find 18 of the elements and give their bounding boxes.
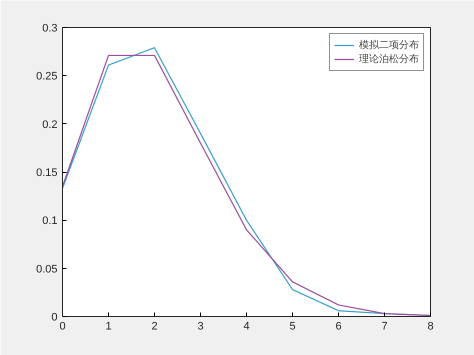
x-tick-label: 6 <box>335 320 342 332</box>
x-tick-label: 4 <box>243 320 250 332</box>
x-tick-label: 0 <box>59 320 66 332</box>
x-tick-label: 3 <box>197 320 204 332</box>
x-tick-label: 1 <box>105 320 112 332</box>
x-tick-label: 8 <box>427 320 434 332</box>
legend-label: 理论泊松分布 <box>359 52 419 66</box>
y-tick-label: 0.1 <box>42 215 58 228</box>
y-tick-label: 0.3 <box>42 22 58 34</box>
y-tick-label: 0.2 <box>42 118 58 131</box>
x-tick-label: 5 <box>289 320 296 332</box>
y-tick-label: 0.05 <box>36 263 58 276</box>
y-tick-label: 0.15 <box>36 167 58 179</box>
x-tick-label: 7 <box>381 320 388 332</box>
legend-label: 模拟二项分布 <box>359 38 419 52</box>
y-tick-label: 0.25 <box>36 70 58 83</box>
x-tick-label: 2 <box>151 320 158 332</box>
y-tick-label: 0 <box>51 312 58 324</box>
